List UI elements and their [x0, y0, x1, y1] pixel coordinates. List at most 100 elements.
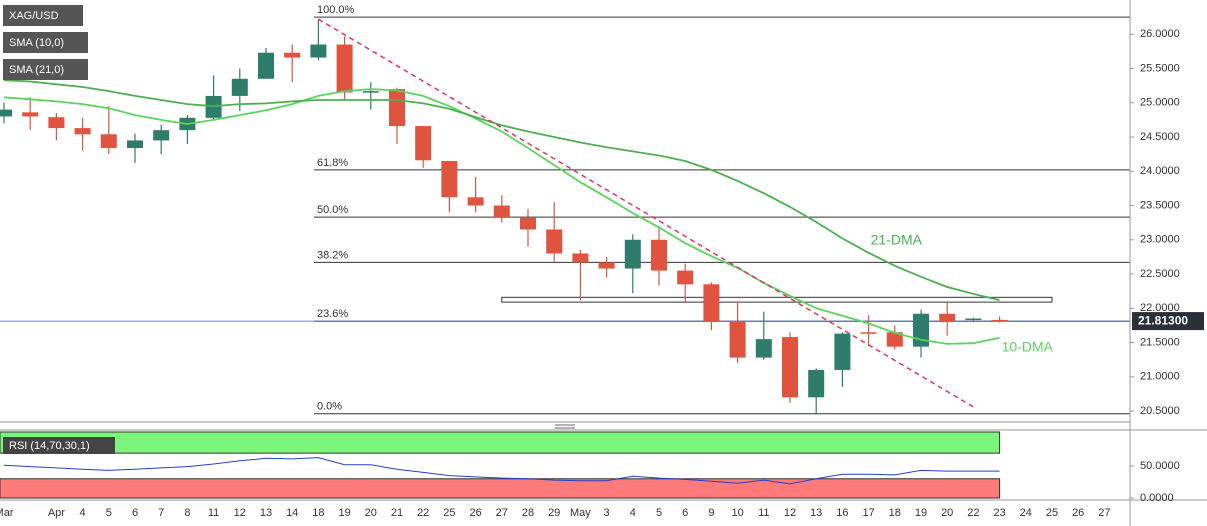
- fib-label: 0.0%: [317, 401, 342, 413]
- x-tick-label: 19: [915, 507, 927, 519]
- candle-body: [520, 217, 536, 230]
- x-tick-label: 17: [862, 507, 874, 519]
- legend-entry: SMA (21,0): [9, 64, 64, 76]
- x-tick-label: 19: [338, 507, 350, 519]
- y-tick-label: 22.0000: [1140, 302, 1180, 314]
- candle-body: [860, 332, 877, 334]
- candle-body: [362, 91, 379, 93]
- sma-line: [3, 88, 1000, 345]
- x-tick-label: 12: [234, 507, 246, 519]
- candle-body: [703, 284, 720, 322]
- fib-label: 100.0%: [317, 4, 355, 16]
- y-tick-label: 25.0000: [1140, 97, 1180, 109]
- legend-box[interactable]: [3, 437, 115, 454]
- x-tick-label: 29: [548, 507, 560, 519]
- x-tick-label: 8: [184, 507, 190, 519]
- x-tick-label: 25: [443, 507, 455, 519]
- x-tick-label: 28: [522, 507, 534, 519]
- x-tick-label: Mar: [0, 507, 14, 519]
- candle-body: [441, 160, 458, 198]
- x-tick-label: 18: [889, 507, 901, 519]
- pane-resize-handle[interactable]: [555, 424, 575, 429]
- x-tick-label: 23: [993, 507, 1005, 519]
- x-tick-label: 27: [1098, 507, 1110, 519]
- series-annotation: 21-DMA: [871, 231, 923, 247]
- y-tick-label: 0.0000: [1140, 492, 1174, 504]
- candle-body: [729, 321, 746, 358]
- legend-entry: SMA (10,0): [9, 37, 64, 49]
- candle-body: [546, 229, 563, 254]
- x-tick-label: 6: [682, 507, 688, 519]
- candle-body: [598, 262, 615, 269]
- y-tick-label: 25.5000: [1140, 62, 1180, 74]
- x-tick-label: 16: [836, 507, 848, 519]
- candle-body: [939, 313, 956, 322]
- candle-body: [991, 319, 1008, 322]
- rsi-line: [3, 457, 1000, 485]
- candle-body: [651, 239, 667, 271]
- candle-body: [127, 140, 143, 148]
- x-tick-label: 26: [1072, 507, 1084, 519]
- rsi-label: RSI (14,70,30,1): [9, 440, 90, 452]
- y-tick-label: 21.0000: [1140, 371, 1180, 383]
- legend-box[interactable]: [3, 59, 88, 80]
- y-tick-label: 23.5000: [1140, 199, 1180, 211]
- x-tick-label: 6: [132, 507, 138, 519]
- y-tick-label: 24.0000: [1140, 165, 1180, 177]
- series-annotation: 10-DMA: [1002, 338, 1054, 354]
- candle-body: [389, 89, 405, 127]
- fib-label: 50.0%: [317, 204, 348, 216]
- candle-body: [808, 369, 825, 398]
- candle-body: [310, 44, 327, 58]
- y-tick-label: 26.0000: [1140, 28, 1180, 40]
- x-tick-label: 5: [656, 507, 662, 519]
- candle-body: [153, 130, 170, 141]
- y-tick-label: 24.5000: [1140, 131, 1180, 143]
- candle-body: [74, 128, 91, 135]
- x-tick-label: 12: [784, 507, 796, 519]
- candle-body: [22, 112, 39, 117]
- x-tick-label: 7: [158, 507, 164, 519]
- y-tick-label: 21.5000: [1140, 336, 1180, 348]
- last-price-label: 21.81300: [1138, 313, 1188, 327]
- y-tick-label: 22.5000: [1140, 268, 1180, 280]
- legend-box[interactable]: [3, 5, 83, 26]
- x-tick-label: 24: [1020, 507, 1032, 519]
- candle-body: [467, 197, 484, 206]
- background-layer: 100.0% 61.8% 50.0% 38.2% 23.6% 0.0%: [0, 4, 1130, 499]
- candle-body: [100, 134, 117, 148]
- trend-line: [318, 18, 974, 408]
- x-tick-label: 21: [391, 507, 403, 519]
- x-tick-label: 5: [106, 507, 112, 519]
- fib-label: 61.8%: [317, 157, 348, 169]
- candle-body: [677, 270, 694, 285]
- x-tick-label: 18: [312, 507, 324, 519]
- candle-body: [886, 332, 903, 347]
- candle-body: [572, 253, 589, 263]
- x-tick-label: May: [570, 507, 591, 519]
- legend-box[interactable]: [3, 32, 88, 53]
- candle-body: [965, 318, 982, 321]
- x-tick-label: 10: [731, 507, 743, 519]
- x-tick-label: 11: [758, 507, 769, 519]
- candle-body: [258, 52, 274, 79]
- symbol-label: XAG/USD: [9, 10, 59, 22]
- x-tick-label: 13: [260, 507, 272, 519]
- y-tick-label: 23.0000: [1140, 234, 1180, 246]
- candle-body: [231, 78, 248, 96]
- candle-body: [755, 339, 772, 358]
- y-tick-label: 50.0000: [1140, 460, 1180, 472]
- x-tick-label: 20: [365, 507, 377, 519]
- candle-body: [415, 126, 432, 161]
- x-tick-label: Apr: [48, 507, 65, 519]
- x-tick-label: 3: [604, 507, 610, 519]
- fib-label: 23.6%: [317, 308, 348, 320]
- plot-layer: [0, 18, 1008, 485]
- oversold-band: [0, 478, 1001, 499]
- resistance-zone: [501, 296, 1053, 303]
- candle-body: [782, 337, 798, 398]
- candle-body: [834, 333, 851, 370]
- x-tick-label: 14: [286, 507, 298, 519]
- last-price-box: [1132, 312, 1204, 331]
